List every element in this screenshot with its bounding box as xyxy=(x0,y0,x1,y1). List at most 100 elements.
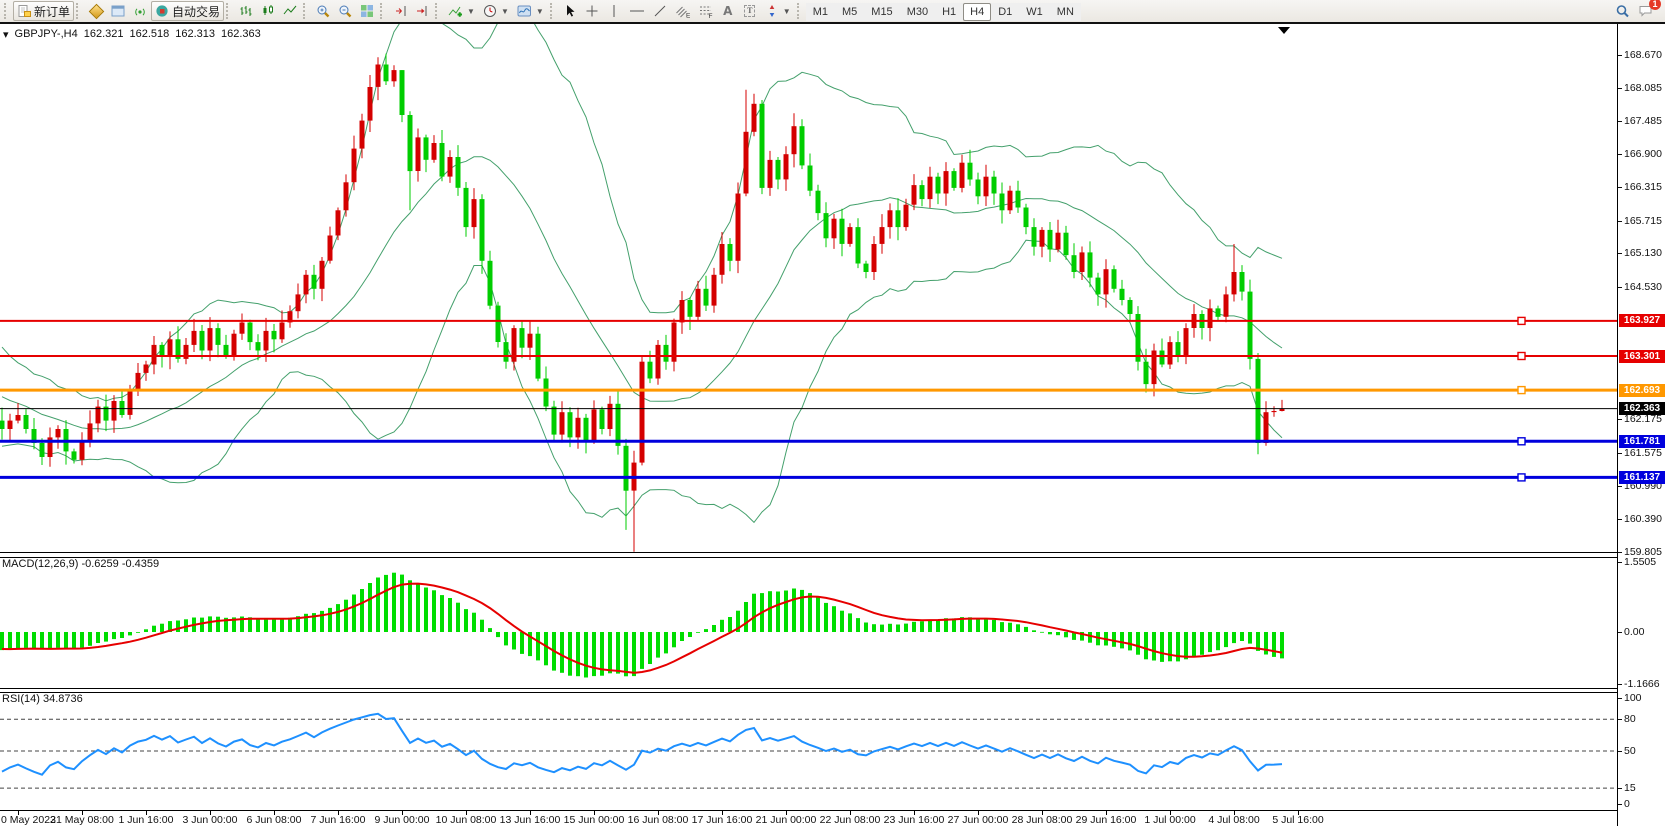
price-axis-label: 167.485 xyxy=(1624,115,1662,127)
timeframe-d1-button[interactable]: D1 xyxy=(991,2,1020,21)
time-axis-label: 28 Jun 08:00 xyxy=(1011,814,1073,826)
horizontal-line-icon xyxy=(629,10,644,12)
periods-button[interactable]: ▼ xyxy=(479,1,513,21)
time-tick xyxy=(850,811,851,815)
cursor-tool-button[interactable] xyxy=(559,1,581,21)
axis-tick xyxy=(1618,121,1622,122)
time-tick xyxy=(146,811,147,815)
tile-windows-icon xyxy=(361,5,374,17)
time-axis-label: 17 Jun 16:00 xyxy=(691,814,753,826)
chart-window-icon xyxy=(111,5,125,17)
axis-tick xyxy=(1618,154,1622,155)
price-axis-label: 168.670 xyxy=(1624,49,1662,61)
time-axis-label: 27 Jun 00:00 xyxy=(947,814,1009,826)
horizontal-line-tool-button[interactable] xyxy=(625,1,649,21)
timeframe-w1-button[interactable]: W1 xyxy=(1019,2,1050,21)
vertical-line-tool-button[interactable] xyxy=(603,1,625,21)
timeframe-m5-button[interactable]: M5 xyxy=(835,2,865,21)
axis-tick xyxy=(1618,253,1622,254)
timeframe-mn-button[interactable]: MN xyxy=(1049,2,1081,21)
timeframe-h4-button[interactable]: H4 xyxy=(963,2,992,21)
toolbar-grip xyxy=(380,3,385,19)
axis-tick xyxy=(1618,55,1622,56)
macd-panel[interactable] xyxy=(0,556,1617,688)
new-order-icon xyxy=(18,5,31,17)
price-axis-label: 165.130 xyxy=(1624,247,1662,259)
price-axis-label: 161.575 xyxy=(1624,447,1662,459)
chart-ohlc-title: ▾ GBPJPY-,H4 162.321 162.518 162.313 162.363 xyxy=(3,28,261,41)
rsi-panel[interactable] xyxy=(0,691,1617,810)
tile-windows-button[interactable] xyxy=(356,1,378,21)
price-axis-label: 166.900 xyxy=(1624,148,1662,160)
time-tick xyxy=(594,811,595,815)
vertical-line-icon xyxy=(613,5,615,17)
axis-tick xyxy=(1618,519,1622,520)
rsi-axis-label: 80 xyxy=(1624,713,1636,725)
time-axis-label: 31 May 08:00 xyxy=(50,814,114,826)
axis-tick xyxy=(1618,698,1622,699)
new-chart-button[interactable] xyxy=(107,1,129,21)
price-axis-label: 159.805 xyxy=(1624,546,1662,558)
price-axis[interactable]: 168.670 168.085 167.485 166.900 166.315 165.7… xyxy=(1617,24,1665,826)
chat-button[interactable]: 1 xyxy=(1634,0,1661,21)
fibonacci-icon: F xyxy=(699,6,712,18)
symbol-label: GBPJPY-,H4 xyxy=(14,28,78,40)
timeframe-m30-button[interactable]: M30 xyxy=(899,2,936,21)
search-button[interactable] xyxy=(1611,1,1634,21)
timeframe-h1-button[interactable]: H1 xyxy=(935,2,964,21)
chevron-down-icon: ▼ xyxy=(467,6,475,16)
zoom-out-icon xyxy=(339,5,352,18)
signals-button[interactable] xyxy=(129,1,151,21)
toolbar-grip xyxy=(303,3,308,19)
arrows-tool-button[interactable]: ▼ xyxy=(761,1,795,21)
line-chart-mode-button[interactable] xyxy=(279,1,301,21)
time-tick xyxy=(1042,811,1043,815)
axis-tick xyxy=(1618,719,1622,720)
chart-shift-button[interactable] xyxy=(411,1,433,21)
toolbar-grip xyxy=(226,3,231,19)
time-axis-label: 4 Jul 08:00 xyxy=(1208,814,1260,826)
hline-price-label: 163.301 xyxy=(1619,350,1665,363)
toolbar-grip xyxy=(796,3,802,19)
low-value: 162.313 xyxy=(175,28,216,40)
new-order-button[interactable]: 新订单 xyxy=(13,1,75,21)
zoom-out-button[interactable] xyxy=(334,1,356,21)
price-axis-label: 168.085 xyxy=(1624,82,1662,94)
timeframe-m15-button[interactable]: M15 xyxy=(864,2,900,21)
signal-icon xyxy=(135,8,145,16)
time-axis[interactable]: 0 May 2022 31 May 08:00 1 Jun 16:00 3 Jun 0… xyxy=(0,810,1617,827)
trendline-icon xyxy=(654,5,666,17)
price-axis-label: 164.530 xyxy=(1624,281,1662,293)
time-tick xyxy=(978,811,979,815)
text-label-tool-button[interactable]: T xyxy=(739,1,761,21)
panel-splitter[interactable] xyxy=(0,552,1617,558)
timeframe-m1-button[interactable]: M1 xyxy=(805,2,835,21)
auto-scroll-button[interactable] xyxy=(389,1,411,21)
symbol-dropdown-icon[interactable]: ▾ xyxy=(3,29,9,41)
crosshair-tool-button[interactable] xyxy=(581,1,603,21)
autotrade-button[interactable]: 自动交易 xyxy=(151,1,225,21)
chevron-down-icon: ▼ xyxy=(500,6,509,16)
macd-axis-label: -1.1666 xyxy=(1624,678,1660,690)
hline-price-label: 162.693 xyxy=(1619,384,1665,397)
candlestick-mode-button[interactable] xyxy=(257,1,279,21)
high-value: 162.518 xyxy=(129,28,170,40)
indicators-button[interactable]: ▼ xyxy=(444,1,479,21)
zoom-in-button[interactable] xyxy=(312,1,334,21)
time-tick xyxy=(914,811,915,815)
time-axis-label: 0 May 2022 xyxy=(1,814,56,826)
text-tool-button[interactable]: A xyxy=(717,1,739,21)
trendline-tool-button[interactable] xyxy=(649,1,671,21)
cursor-icon xyxy=(566,5,575,17)
price-chart[interactable] xyxy=(0,24,1617,552)
market-watch-button[interactable] xyxy=(85,1,107,21)
fibonacci-tool-button[interactable]: F xyxy=(694,1,717,21)
panel-splitter[interactable] xyxy=(0,688,1617,693)
templates-button[interactable]: ▼ xyxy=(513,1,548,21)
channel-tool-button[interactable]: E xyxy=(671,1,694,21)
bar-chart-mode-button[interactable] xyxy=(235,1,257,21)
time-tick xyxy=(1106,811,1107,815)
template-icon xyxy=(517,5,531,17)
clock-icon xyxy=(483,5,496,17)
autotrade-icon xyxy=(156,5,168,17)
